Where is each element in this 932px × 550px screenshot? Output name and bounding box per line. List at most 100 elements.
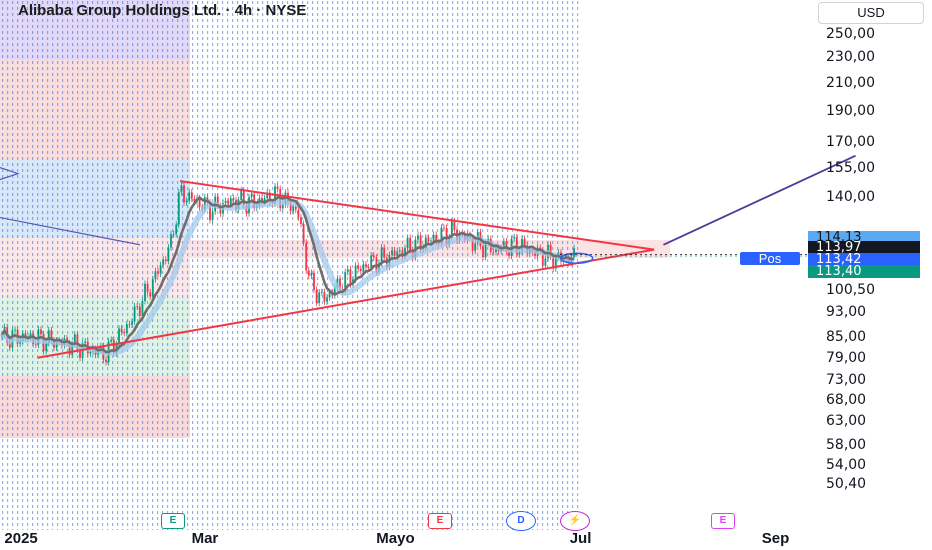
candle-body — [209, 202, 211, 221]
candle-body — [443, 227, 445, 229]
price-badge-position: 113,42 — [808, 253, 920, 266]
upper-trendline — [179, 180, 655, 251]
candle-body — [118, 328, 120, 345]
candle-body — [167, 247, 170, 261]
candle-body — [146, 283, 149, 293]
candle-body — [211, 211, 214, 221]
candle-body — [534, 252, 536, 256]
candle-body — [263, 198, 266, 202]
candle-body — [110, 339, 113, 342]
candle-body — [120, 328, 123, 332]
candle-body — [383, 247, 386, 258]
candle-body — [242, 190, 245, 206]
y-tick-label: 93,00 — [826, 303, 867, 320]
candle-body — [427, 237, 430, 241]
earnings-event-icon[interactable]: E — [711, 513, 735, 529]
candle-body — [471, 238, 474, 251]
projection-arrow — [663, 154, 856, 246]
y-tick-label: 140,00 — [826, 188, 875, 205]
candle-body — [544, 258, 547, 266]
candle-body — [445, 228, 448, 245]
candle-body — [573, 248, 575, 257]
candle-body — [417, 235, 419, 240]
candle-body — [320, 292, 323, 293]
candle-body — [216, 196, 219, 206]
candle-body — [34, 343, 37, 345]
candle-body — [71, 344, 74, 355]
candle-body — [302, 223, 305, 243]
candle-body — [50, 330, 53, 341]
candle-body — [281, 204, 284, 209]
x-tick-label: Jul — [569, 530, 592, 547]
candle-body — [424, 237, 427, 248]
arrow-head-icon — [0, 166, 20, 181]
candle-body — [79, 349, 81, 358]
candle-body — [409, 237, 412, 251]
candle-body — [294, 206, 297, 210]
position-tag[interactable]: Pos — [740, 252, 800, 265]
candle-body — [339, 278, 341, 290]
y-tick-label: 54,00 — [826, 456, 867, 473]
candle-body — [185, 200, 188, 203]
candle-body — [133, 306, 136, 322]
candle-body — [406, 237, 409, 249]
candle-body — [453, 221, 456, 230]
candle-body — [203, 197, 206, 210]
candle-body — [180, 185, 183, 193]
candle-body — [170, 234, 172, 248]
candle-body — [398, 250, 401, 252]
candle-body — [333, 287, 336, 296]
earnings-event-icon[interactable]: E — [161, 513, 185, 529]
y-tick-label: 230,00 — [826, 49, 875, 65]
candle-body — [554, 256, 557, 269]
candle-body — [370, 255, 373, 268]
candle-body — [344, 272, 347, 292]
y-tick-label: 73,00 — [826, 372, 867, 388]
candle-body — [68, 343, 71, 355]
candle-body — [523, 238, 526, 246]
prior-trend-line — [0, 216, 141, 246]
currency-selector[interactable]: USD — [818, 2, 924, 24]
candle-body — [362, 264, 365, 272]
candle-body — [307, 270, 310, 276]
earnings-event-icon[interactable]: E — [428, 513, 452, 529]
candle-body — [14, 329, 16, 331]
candle-body — [404, 248, 406, 258]
candle-body — [372, 255, 375, 258]
candle-body — [549, 244, 552, 257]
candle-body — [492, 251, 495, 253]
candle-body — [276, 186, 279, 189]
candle-body — [318, 292, 321, 303]
candle-body — [125, 324, 128, 333]
candle-body — [128, 324, 131, 325]
candle-body — [300, 217, 302, 224]
y-tick-label: 190,00 — [826, 102, 875, 119]
split-event-icon[interactable]: ⚡ — [560, 511, 590, 531]
candle-body — [224, 200, 227, 204]
candle-body — [378, 262, 380, 273]
candle-body — [435, 234, 438, 242]
dividend-event-icon[interactable]: D — [506, 511, 536, 531]
candle-body — [141, 301, 144, 317]
candle-body — [292, 206, 295, 212]
candle-body — [89, 351, 92, 354]
x-tick-label: 2025 — [4, 530, 38, 547]
candle-body — [229, 198, 232, 205]
candle-body — [227, 200, 230, 205]
candle-body — [157, 271, 159, 274]
candle-body — [474, 243, 477, 251]
candle-body — [508, 251, 510, 256]
x-tick-label: Mayo — [376, 530, 415, 547]
candle-body — [164, 259, 167, 261]
ma-line — [0, 195, 575, 354]
candle-body — [159, 265, 162, 274]
candle-body — [513, 237, 516, 239]
y-tick-label: 58,00 — [826, 436, 867, 453]
candle-body — [357, 265, 360, 269]
candle-body — [136, 306, 139, 308]
candle-body — [326, 297, 328, 302]
candle-body — [162, 259, 165, 266]
candle-body — [188, 192, 191, 201]
candle-body — [541, 250, 544, 266]
